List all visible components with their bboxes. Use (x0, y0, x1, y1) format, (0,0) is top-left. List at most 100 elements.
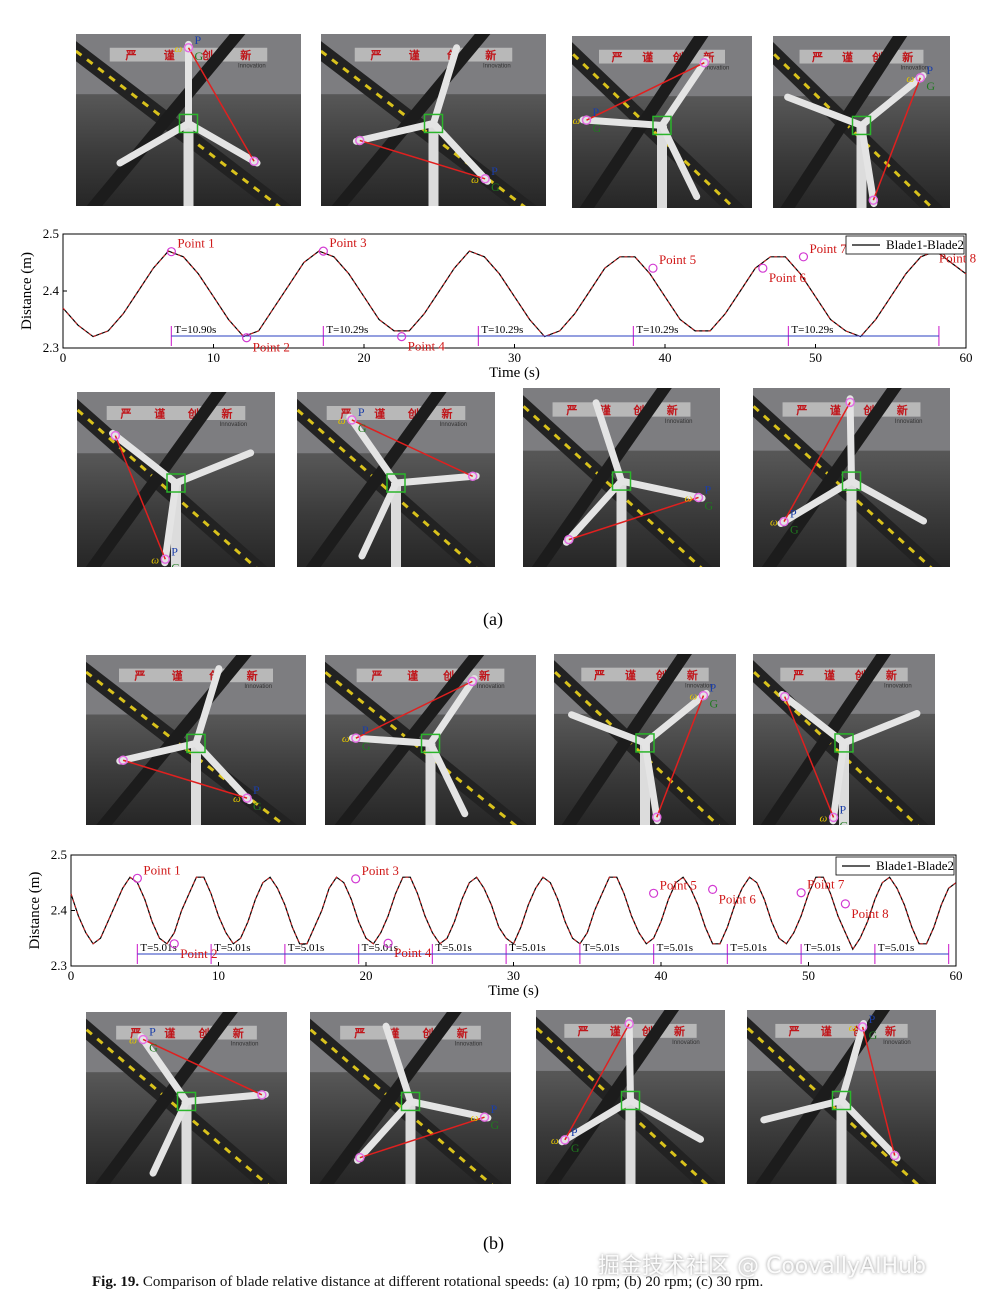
photo-scene: 严谨创新InnovationPGω (523, 388, 720, 567)
banner-char: 谨 (374, 406, 385, 420)
banner-char: 新 (240, 48, 251, 62)
banner-char: 新 (886, 668, 897, 682)
tower (181, 1101, 192, 1184)
banner-innovation: Innovation (244, 684, 272, 690)
banner-innovation: Innovation (702, 66, 730, 72)
beam (86, 34, 246, 206)
x-tick-label: 20 (358, 350, 371, 365)
x-tick-label: 20 (360, 968, 373, 983)
blade (777, 477, 855, 527)
photo-scene: 严谨创新InnovationPGω (86, 1012, 287, 1184)
tower (171, 483, 181, 567)
tower (183, 123, 194, 206)
banner-char: 严 (120, 407, 132, 420)
tip-marker (693, 492, 704, 503)
panel-label-b: (b) (483, 1233, 504, 1253)
banner-innovation: Innovation (884, 683, 912, 689)
banner-char: 谨 (600, 403, 611, 417)
tip-marker (889, 1150, 900, 1161)
beam (318, 1012, 462, 1184)
force-label-g: G (926, 79, 935, 93)
y-tick-label: 2.3 (51, 958, 67, 973)
blade (183, 1091, 269, 1105)
distance-line (586, 62, 705, 121)
point-label: Point 3 (329, 235, 366, 250)
point-label: Point 1 (143, 862, 180, 877)
beam (305, 392, 447, 567)
point-marker (648, 263, 658, 273)
omega-label: ω (471, 1112, 479, 1124)
x-axis-label: Time (s) (489, 365, 540, 381)
blade (558, 1096, 634, 1146)
tip-marker (479, 1112, 490, 1122)
point-label: Point 1 (177, 236, 214, 251)
tip-marker (480, 174, 490, 184)
tower (836, 1100, 847, 1184)
distance-line (359, 1116, 485, 1159)
banner-char: 谨 (407, 669, 418, 683)
banner-char: 严 (133, 670, 145, 683)
tip-marker (355, 1152, 365, 1163)
banner-innovation: Innovation (895, 419, 923, 425)
distance-line (564, 1023, 630, 1141)
banner-char: 谨 (164, 1026, 175, 1040)
point-label: Point 4 (394, 945, 432, 960)
blade (592, 399, 625, 485)
hub-box (176, 1091, 197, 1112)
chart-a: 0 10 20 30 40 50 60 2.3 2.4 2.5 Time (s) Distance (… (19, 226, 976, 381)
blade (137, 1033, 190, 1105)
x-tick-label: 50 (809, 350, 822, 365)
tower (856, 125, 867, 208)
y-tick-label: 2.3 (43, 340, 59, 355)
tip-marker (624, 1019, 634, 1029)
omega-label: ω (820, 812, 828, 824)
period-label: T=10.29s (636, 324, 678, 336)
y-axis-label: Distance (m) (27, 872, 43, 950)
panel-label-a: (a) (483, 609, 503, 629)
point-marker (758, 263, 768, 273)
tip-marker (699, 57, 710, 68)
beam (331, 34, 491, 206)
period-label: T=5.01s (214, 942, 250, 954)
force-label-g: G (253, 799, 262, 813)
force-label-g: G (571, 1141, 580, 1155)
banner-char: 谨 (409, 48, 420, 62)
banner-char: 新 (674, 1024, 685, 1038)
tower (405, 1101, 416, 1184)
beam (531, 388, 672, 567)
hub-box (620, 1090, 641, 1111)
banner-char: 新 (442, 406, 453, 420)
tip-marker (652, 812, 662, 822)
blade (382, 1022, 414, 1105)
point-marker (351, 874, 361, 884)
plot-frame (62, 233, 967, 349)
chart-b: 0 10 20 30 40 50 60 2.3 2.4 2.5 Time (s) Distance (… (27, 847, 963, 999)
x-tick-label: 30 (507, 968, 520, 983)
tip-marker (581, 115, 592, 125)
x-axis-label: Time (s) (488, 983, 539, 999)
blade (348, 734, 434, 747)
tip-marker (828, 812, 839, 823)
distance-line (656, 695, 705, 818)
force-label-p: P (149, 1024, 156, 1038)
banner-char: 严 (370, 670, 382, 683)
omega-label: ω (175, 43, 183, 55)
series-fit-line (62, 250, 967, 338)
blade (784, 93, 865, 129)
banner-char: 新 (485, 48, 496, 62)
banner-char: 谨 (610, 1024, 621, 1038)
banner-char: 谨 (388, 1026, 399, 1040)
period-label: T=5.01s (878, 942, 914, 954)
tower (425, 743, 436, 825)
point-marker (397, 331, 407, 342)
photo-scene: 严谨创新InnovationPGω (536, 1010, 725, 1184)
distance-line (783, 401, 851, 523)
photo-scene: 严谨创新InnovationPGω (572, 36, 752, 208)
